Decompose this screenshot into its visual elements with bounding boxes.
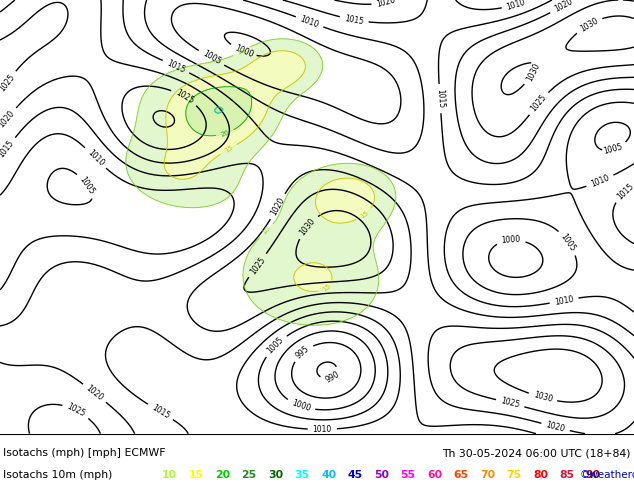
Text: 1015: 1015 — [344, 14, 365, 26]
Text: 1020: 1020 — [269, 196, 287, 217]
Text: 1030: 1030 — [298, 216, 317, 237]
Text: Isotachs 10m (mph): Isotachs 10m (mph) — [3, 470, 112, 480]
Text: 1000: 1000 — [233, 44, 254, 59]
Text: 65: 65 — [453, 470, 469, 480]
Text: 1020: 1020 — [553, 0, 574, 14]
Text: 1030: 1030 — [533, 391, 553, 404]
Text: 40: 40 — [321, 470, 336, 480]
Text: Isotachs (mph) [mph] ECMWF: Isotachs (mph) [mph] ECMWF — [3, 448, 165, 459]
Text: 1015: 1015 — [615, 182, 634, 201]
Text: 45: 45 — [347, 470, 363, 480]
Text: 15: 15 — [188, 470, 204, 480]
Text: 15: 15 — [359, 210, 370, 220]
Text: 10: 10 — [162, 470, 177, 480]
Text: 1030: 1030 — [578, 16, 600, 33]
Text: 85: 85 — [559, 470, 574, 480]
Text: 1025: 1025 — [500, 396, 521, 410]
Text: 1015: 1015 — [165, 58, 186, 74]
Text: 1025: 1025 — [174, 88, 195, 106]
Text: 1025: 1025 — [0, 73, 16, 93]
Text: 70: 70 — [480, 470, 495, 480]
Text: 1025: 1025 — [529, 93, 548, 114]
Text: 20: 20 — [220, 129, 230, 138]
Text: ©weatheronline.co.uk: ©weatheronline.co.uk — [580, 470, 634, 480]
Text: 1015: 1015 — [0, 139, 16, 160]
Text: 1010: 1010 — [553, 294, 574, 307]
Text: 25: 25 — [242, 470, 257, 480]
Text: 10: 10 — [236, 47, 247, 56]
Text: 15: 15 — [223, 145, 234, 154]
Text: 1010: 1010 — [86, 148, 105, 168]
Text: 1015: 1015 — [150, 403, 171, 421]
Text: 1005: 1005 — [78, 175, 96, 196]
Text: 1005: 1005 — [266, 336, 286, 356]
Text: 35: 35 — [295, 470, 309, 480]
Text: 60: 60 — [427, 470, 442, 480]
Text: 50: 50 — [374, 470, 389, 480]
Text: 1005: 1005 — [559, 232, 578, 253]
Text: 1015: 1015 — [435, 89, 445, 108]
Text: 995: 995 — [294, 344, 311, 361]
Text: 1020: 1020 — [375, 0, 396, 9]
Text: 1020: 1020 — [84, 384, 105, 403]
Text: 1025: 1025 — [249, 255, 267, 276]
Text: 990: 990 — [324, 369, 341, 385]
Text: 30: 30 — [268, 470, 283, 480]
Text: 1000: 1000 — [501, 235, 521, 245]
Text: 1005: 1005 — [602, 143, 623, 156]
Text: 1010: 1010 — [299, 14, 320, 29]
Text: 10: 10 — [261, 225, 272, 236]
Text: 80: 80 — [533, 470, 548, 480]
Text: 1010: 1010 — [590, 173, 611, 189]
Text: 1000: 1000 — [290, 399, 311, 414]
Text: 1020: 1020 — [0, 109, 16, 129]
Text: Th 30-05-2024 06:00 UTC (18+84): Th 30-05-2024 06:00 UTC (18+84) — [443, 448, 631, 459]
Text: 1020: 1020 — [545, 420, 566, 434]
Text: 15: 15 — [321, 283, 332, 293]
Text: 1010: 1010 — [505, 0, 526, 11]
Text: 1010: 1010 — [313, 425, 332, 434]
Text: 55: 55 — [401, 470, 415, 480]
Text: 75: 75 — [507, 470, 522, 480]
Text: 1005: 1005 — [201, 49, 222, 67]
Text: 90: 90 — [586, 470, 601, 480]
Text: 20: 20 — [215, 470, 230, 480]
Text: 1030: 1030 — [525, 62, 542, 83]
Text: 1025: 1025 — [65, 402, 87, 419]
